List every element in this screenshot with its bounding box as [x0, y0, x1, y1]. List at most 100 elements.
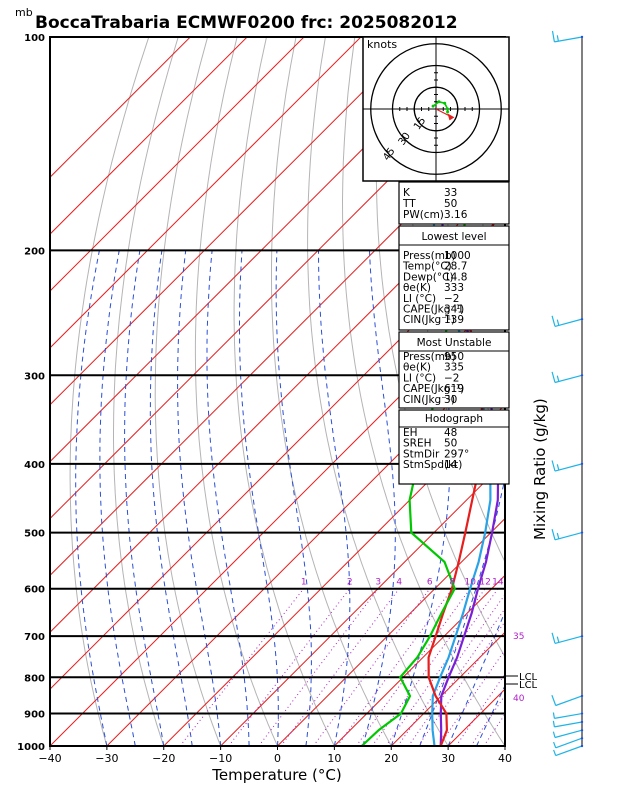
- temperature-tick-label: −20: [152, 752, 175, 765]
- isotherm-line: [50, 37, 248, 235]
- isotherm-line: [50, 37, 191, 178]
- hodograph-point: [431, 104, 435, 108]
- temperature-tick-label: 10: [327, 752, 341, 765]
- index-value: 50: [444, 198, 457, 210]
- mixing-ratio-label: 12: [479, 578, 490, 588]
- isotherm-line: [163, 404, 505, 746]
- index-value: 1000: [444, 250, 471, 262]
- index-label: TT: [402, 198, 416, 210]
- wind-barb: [551, 694, 584, 707]
- section-header: Most Unstable: [417, 337, 492, 349]
- index-value: 950: [444, 351, 464, 363]
- table-mu-box: [398, 331, 510, 409]
- temperature-tick-label: −10: [209, 752, 232, 765]
- chart-title: BoccaTrabaria ECMWF0200 frc: 2025082012: [35, 13, 458, 33]
- mixing-ratio-label: 14: [492, 578, 504, 588]
- isotherm-line: [50, 37, 475, 463]
- index-label: Dewp(°C): [403, 271, 454, 283]
- index-label: PW(cm): [403, 209, 444, 221]
- dry-adiabat-line: [307, 37, 449, 746]
- isotherm-line: [50, 176, 505, 633]
- index-value: −2: [444, 372, 459, 384]
- hodograph-units: knots: [367, 38, 397, 51]
- pressure-tick-label: 200: [24, 246, 45, 257]
- temperature-tick-label: 30: [441, 752, 455, 765]
- wind-barb: [551, 371, 584, 384]
- lcl-label-1: LCL: [519, 672, 538, 683]
- pressure-tick-label: 800: [24, 673, 45, 684]
- table-hodo-box: [398, 409, 510, 485]
- isotherm-line: [50, 233, 505, 690]
- wind-barb: [553, 737, 584, 749]
- hodograph-point: [446, 110, 450, 114]
- moist-adiabat-line: [476, 684, 505, 746]
- dry-adiabat-line: [113, 37, 179, 746]
- dry-adiabat-line: [341, 37, 505, 746]
- pressure-tick-label: 900: [24, 710, 45, 721]
- wind-barb: [551, 632, 584, 644]
- mixing-ratio-label: 8: [449, 578, 455, 588]
- moist-adiabat-line: [447, 610, 505, 746]
- mixing-ratio-line: [407, 607, 505, 746]
- mixing-ratio-side-label: 35: [513, 632, 524, 642]
- isotherm-line: [50, 37, 419, 406]
- temperature-tick-label: 40: [498, 752, 512, 765]
- mixing-ratio-side-label: 40: [513, 694, 525, 704]
- index-value: 333: [444, 282, 464, 294]
- index-value: 30: [444, 394, 457, 406]
- pressure-tick-label: 500: [24, 529, 45, 540]
- hodograph-ring: [370, 43, 502, 175]
- index-value: 14.8: [444, 271, 467, 283]
- dry-adiabat-line: [233, 37, 335, 746]
- unit-mb-label: mb: [15, 6, 33, 19]
- index-label: Press(mb): [403, 250, 456, 262]
- index-label: K: [403, 187, 411, 199]
- index-value: 297°: [444, 448, 469, 460]
- pressure-tick-label: 100: [24, 33, 45, 44]
- index-label: Temp(°C): [402, 261, 452, 273]
- table-lowest-box: [398, 225, 510, 331]
- dry-adiabat-line: [271, 37, 392, 746]
- wind-barb: [551, 529, 584, 541]
- index-label: CAPE(Jkg⁻¹): [403, 304, 464, 316]
- right-axis-label: Mixing Ratio (g/kg): [531, 398, 549, 540]
- wind-barb: [552, 712, 584, 719]
- temperature-tick-label: −40: [38, 752, 61, 765]
- mixing-ratio-line: [397, 593, 505, 746]
- pressure-tick-label: 600: [24, 585, 45, 596]
- wind-barbs: [551, 30, 584, 757]
- pressure-tick-label: 300: [24, 371, 45, 382]
- mixing-ratio-line: [258, 588, 379, 746]
- index-label: Press(mb): [403, 351, 456, 363]
- dry-adiabat-line: [375, 37, 505, 658]
- index-label: StmDir: [403, 448, 440, 460]
- index-label: EH: [403, 427, 418, 439]
- index-value: 50: [444, 438, 457, 450]
- lcl-label-2: LCL: [519, 680, 538, 691]
- wind-barb: [552, 720, 584, 728]
- temperature-tick-label: −30: [95, 752, 118, 765]
- moist-adiabat-line: [419, 474, 505, 746]
- index-label: LI (°C): [403, 372, 436, 384]
- lcl-markers: LCL LCL: [505, 672, 538, 691]
- storm-motion-arrow: [447, 113, 455, 121]
- hodograph-point: [443, 101, 447, 105]
- pressure-tick-label: 700: [24, 632, 45, 643]
- index-value: 33: [444, 187, 457, 199]
- wind-barb: [552, 729, 584, 739]
- mixing-ratio-label: 10: [464, 578, 476, 588]
- index-label: StmSpd(kt): [403, 459, 462, 471]
- isotherm-line: [334, 574, 505, 746]
- index-value: 48: [444, 427, 457, 439]
- isotherm-line: [50, 37, 362, 349]
- index-label: CIN(Jkg⁻¹): [403, 394, 455, 406]
- isotherm-line: [220, 460, 505, 746]
- hodograph-ring: [391, 64, 481, 154]
- index-value: 139: [444, 314, 464, 326]
- index-value: −2: [444, 293, 459, 305]
- mixing-ratio-label: 6: [427, 578, 433, 588]
- mixing-ratio-line: [280, 588, 400, 746]
